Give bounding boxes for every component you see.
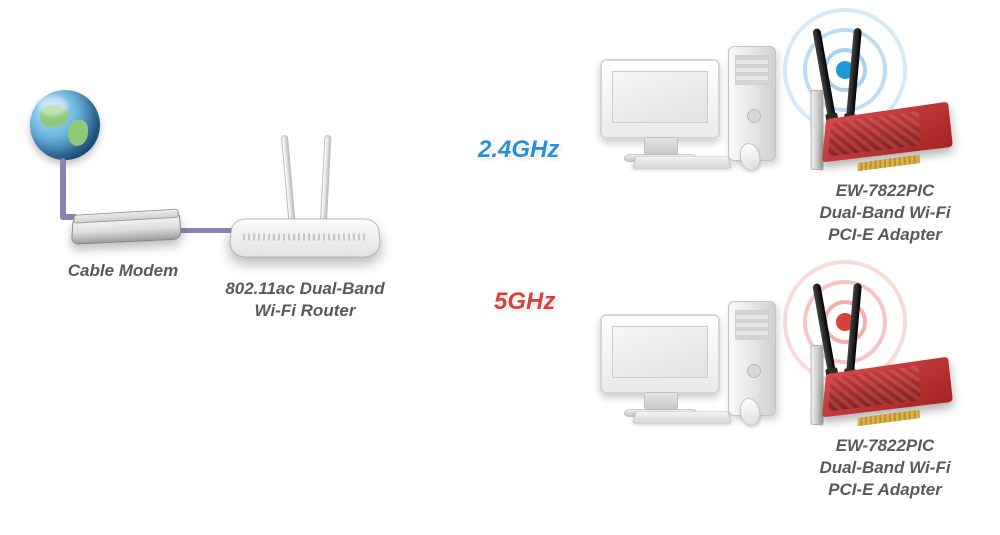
freq-24-label: 2.4GHz <box>478 136 559 164</box>
globe-icon <box>30 90 100 160</box>
adapter-label-line2: Dual-Band Wi-Fi <box>819 203 950 222</box>
cable-segment <box>60 158 66 220</box>
pcie-adapter-top <box>800 40 970 170</box>
pcie-adapter-bottom <box>800 295 970 425</box>
adapter-top-label: EW-7822PIC Dual-Band Wi-Fi PCI-E Adapter <box>790 180 980 246</box>
adapter-label-line3: PCI-E Adapter <box>828 480 942 499</box>
cable-modem-icon <box>71 213 182 245</box>
router-icon <box>230 215 380 260</box>
adapter-label-line3: PCI-E Adapter <box>828 225 942 244</box>
freq-5-label: 5GHz <box>494 288 555 316</box>
adapter-bottom-label: EW-7822PIC Dual-Band Wi-Fi PCI-E Adapter <box>790 435 980 501</box>
cable-modem-label: Cable Modem <box>48 260 198 282</box>
adapter-label-line1: EW-7822PIC <box>836 181 935 200</box>
adapter-label-line1: EW-7822PIC <box>836 436 935 455</box>
cable-segment <box>178 228 234 233</box>
adapter-label-line2: Dual-Band Wi-Fi <box>819 458 950 477</box>
